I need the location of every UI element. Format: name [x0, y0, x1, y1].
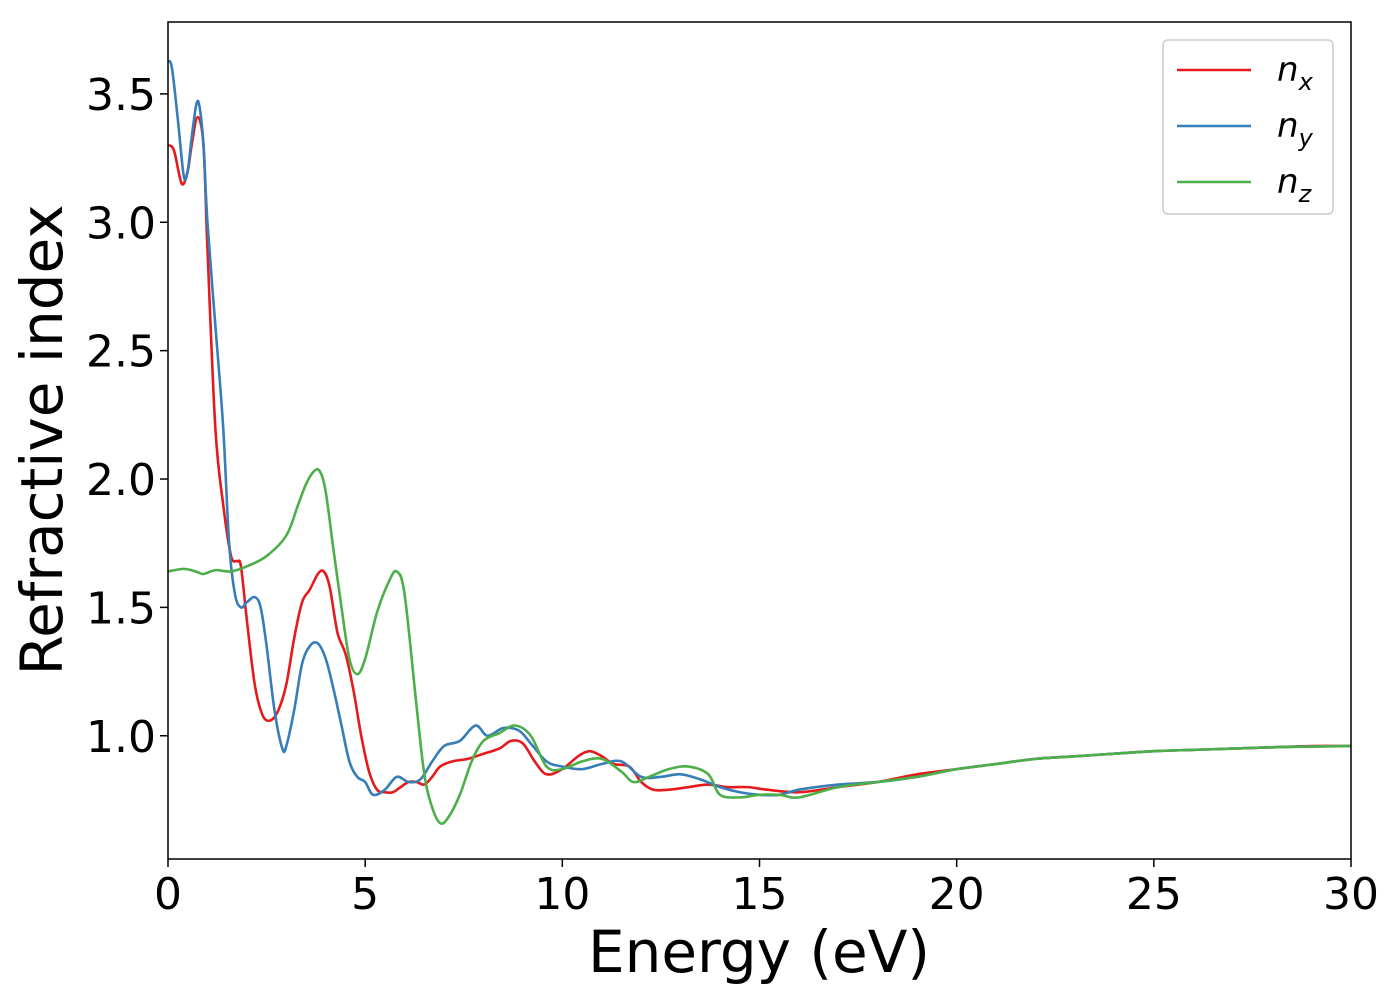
series-line-nx — [168, 115, 1351, 795]
y-axis: 1.0 1.5 2.0 2.5 3.0 3.5 — [86, 70, 168, 763]
y-tick-label: 2.0 — [86, 455, 156, 506]
y-tick-label: 2.5 — [86, 327, 156, 378]
x-tick-label: 30 — [1323, 869, 1379, 920]
y-tick-label: 3.5 — [86, 70, 156, 121]
x-axis: 0 5 10 15 20 25 30 — [154, 859, 1379, 920]
x-tick-label: 5 — [351, 869, 379, 920]
x-tick-label: 10 — [534, 869, 590, 920]
x-tick-label: 20 — [929, 869, 985, 920]
y-tick-label: 1.0 — [86, 712, 156, 763]
x-tick-label: 25 — [1126, 869, 1182, 920]
y-tick-label: 3.0 — [86, 198, 156, 249]
series-line-nz — [168, 467, 1351, 825]
y-tick-label: 1.5 — [86, 583, 156, 634]
x-tick-label: 0 — [154, 869, 182, 920]
x-axis-title: Energy (eV) — [588, 918, 930, 986]
y-axis-title: Refractive index — [8, 204, 76, 675]
series-layer — [168, 59, 1351, 825]
x-tick-label: 15 — [732, 869, 788, 920]
